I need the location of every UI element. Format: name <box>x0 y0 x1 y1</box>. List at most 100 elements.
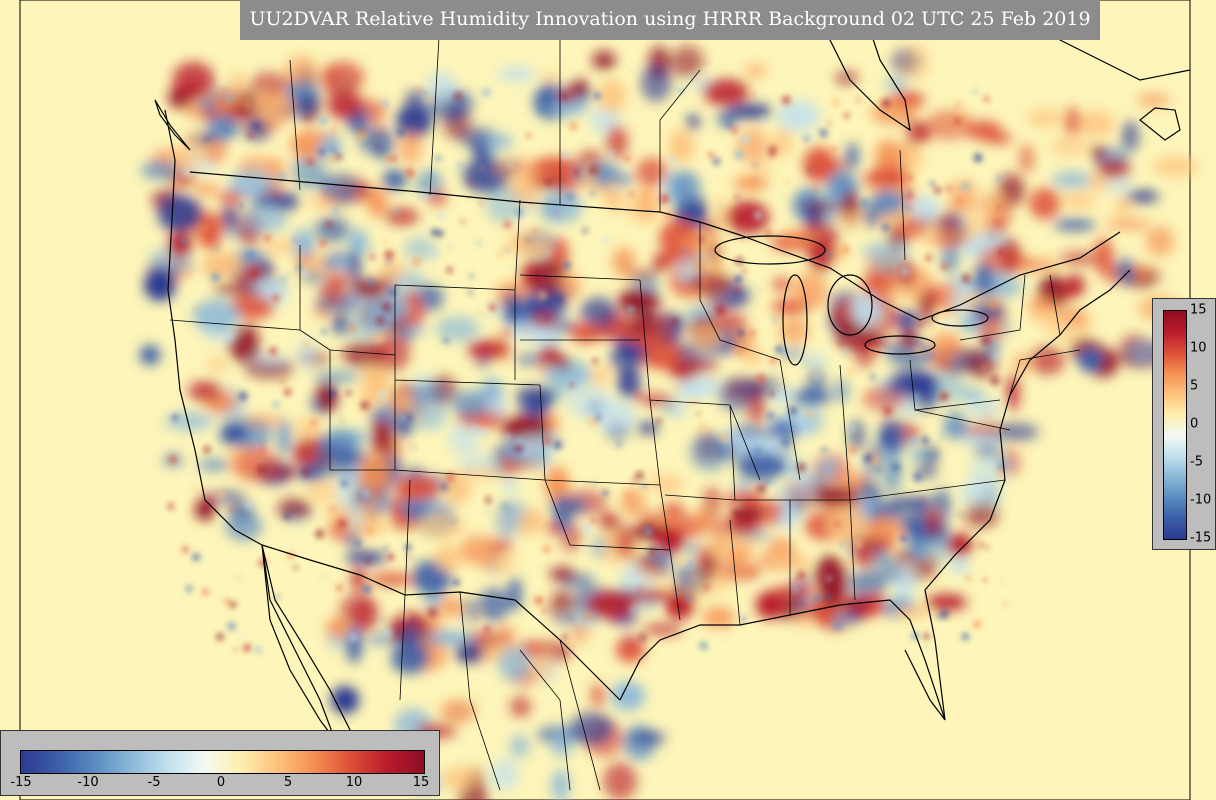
innovation-blob <box>396 103 432 138</box>
innovation-blob <box>616 523 635 559</box>
lake-ontario <box>931 309 989 327</box>
innovation-speckle-dot <box>702 196 705 199</box>
innovation-blob <box>141 160 179 180</box>
innovation-blob <box>550 728 574 758</box>
innovation-speckle-dot <box>376 316 385 325</box>
innovation-speckle-dot <box>192 486 196 489</box>
innovation-blob <box>402 500 427 519</box>
state-lines <box>169 199 1081 626</box>
innovation-speckle-dot <box>220 465 225 470</box>
innovation-speckle-dot <box>805 409 814 418</box>
innovation-blob <box>1105 218 1151 230</box>
innovation-blob <box>553 495 573 533</box>
innovation-blob <box>1092 146 1105 162</box>
innovation-blob <box>642 622 683 636</box>
innovation-blob <box>1079 110 1115 138</box>
innovation-blob <box>702 78 749 106</box>
innovation-speckle-dot <box>329 506 335 511</box>
innovation-speckle-dot <box>590 191 595 196</box>
province-lines <box>289 19 906 261</box>
innovation-speckle-dot <box>582 228 588 234</box>
innovation-speckle-dot <box>766 411 775 420</box>
innovation-blob <box>516 508 542 538</box>
innovation-blob <box>686 114 700 130</box>
innovation-blob <box>808 237 833 273</box>
innovation-blob <box>1028 297 1056 312</box>
innovation-blob <box>1126 339 1161 366</box>
innovation-speckle-dot <box>756 374 766 384</box>
innovation-blob <box>229 71 247 102</box>
innovation-blob <box>802 353 830 369</box>
innovation-speckle-dot <box>254 646 262 654</box>
innovation-speckle-dot <box>222 87 228 94</box>
innovation-blob <box>662 502 685 518</box>
innovation-speckle-dot <box>340 417 344 421</box>
innovation-speckle-dot <box>249 269 260 279</box>
innovation-speckle-dot <box>485 497 492 504</box>
innovation-blob <box>305 480 341 504</box>
innovation-blob <box>249 72 291 95</box>
innovation-speckle-dot <box>225 94 235 103</box>
innovation-speckle-dot <box>563 506 568 511</box>
innovation-speckle-dot <box>839 542 845 547</box>
innovation-blob <box>283 83 319 98</box>
innovation-speckle-dot <box>841 244 850 254</box>
innovation-speckle-dot <box>715 305 725 316</box>
innovation-speckle-dot <box>183 168 192 177</box>
innovation-speckle-dot <box>825 593 832 601</box>
innovation-speckle-dot <box>204 225 210 231</box>
innovation-speckle-dot <box>602 489 609 496</box>
innovation-blob <box>225 511 263 541</box>
innovation-blob <box>348 229 369 257</box>
innovation-speckle-dot <box>321 574 325 579</box>
innovation-blob <box>373 147 391 159</box>
innovation-speckle-dot <box>912 472 923 483</box>
innovation-blob <box>221 205 239 228</box>
innovation-blob <box>455 643 484 664</box>
innovation-speckle-dot <box>539 441 543 446</box>
innovation-speckle-dot <box>318 116 329 126</box>
innovation-speckle-dot <box>446 266 453 274</box>
west-coastline <box>164 109 361 781</box>
innovation-speckle-dot <box>995 220 999 224</box>
innovation-speckle-dot <box>451 519 457 525</box>
lake-superior <box>714 235 826 265</box>
innovation-speckle-dot <box>379 617 385 622</box>
innovation-speckle-dot <box>989 234 993 237</box>
innovation-core <box>948 533 972 557</box>
map-title: UU2DVAR Relative Humidity Innovation usi… <box>240 0 1100 40</box>
innovation-speckle-dot <box>638 633 647 642</box>
innovation-speckle-dot <box>1000 582 1003 585</box>
innovation-speckle-dot <box>380 163 385 168</box>
innovation-speckle-dot <box>923 632 930 640</box>
innovation-blob <box>592 50 616 70</box>
innovation-speckle-dot <box>642 483 647 489</box>
innovation-speckle-dot <box>412 257 421 266</box>
innovation-blob <box>321 61 365 95</box>
v-tick-label: 10 <box>1190 340 1207 356</box>
innovation-speckle-dot <box>594 415 602 422</box>
innovation-speckle-dot <box>856 97 861 102</box>
innovation-speckle-dot <box>307 159 314 166</box>
innovation-speckle-dot <box>983 95 990 103</box>
innovation-blob <box>358 128 396 155</box>
innovation-speckle-dot <box>187 250 191 254</box>
innovation-core <box>756 591 784 619</box>
innovation-speckle-dot <box>650 557 654 561</box>
innovation-speckle-dot <box>553 440 563 450</box>
innovation-speckle-dot <box>302 340 311 349</box>
innovation-speckle-dot <box>427 96 434 103</box>
innovation-blob <box>623 188 667 225</box>
innovation-speckle-dot <box>899 534 908 543</box>
vancouver-island <box>154 99 191 151</box>
innovation-blob <box>249 353 289 370</box>
innovation-speckle-dot <box>261 442 265 446</box>
innovation-speckle-dot <box>854 567 860 573</box>
innovation-blob <box>570 79 590 98</box>
innovation-speckle-dot <box>569 383 574 388</box>
innovation-speckle-dot <box>504 248 509 253</box>
innovation-speckle-dot <box>244 500 254 510</box>
innovation-speckle-dot <box>843 112 850 119</box>
innovation-speckle-dot <box>980 335 991 346</box>
innovation-blob <box>970 303 1007 321</box>
